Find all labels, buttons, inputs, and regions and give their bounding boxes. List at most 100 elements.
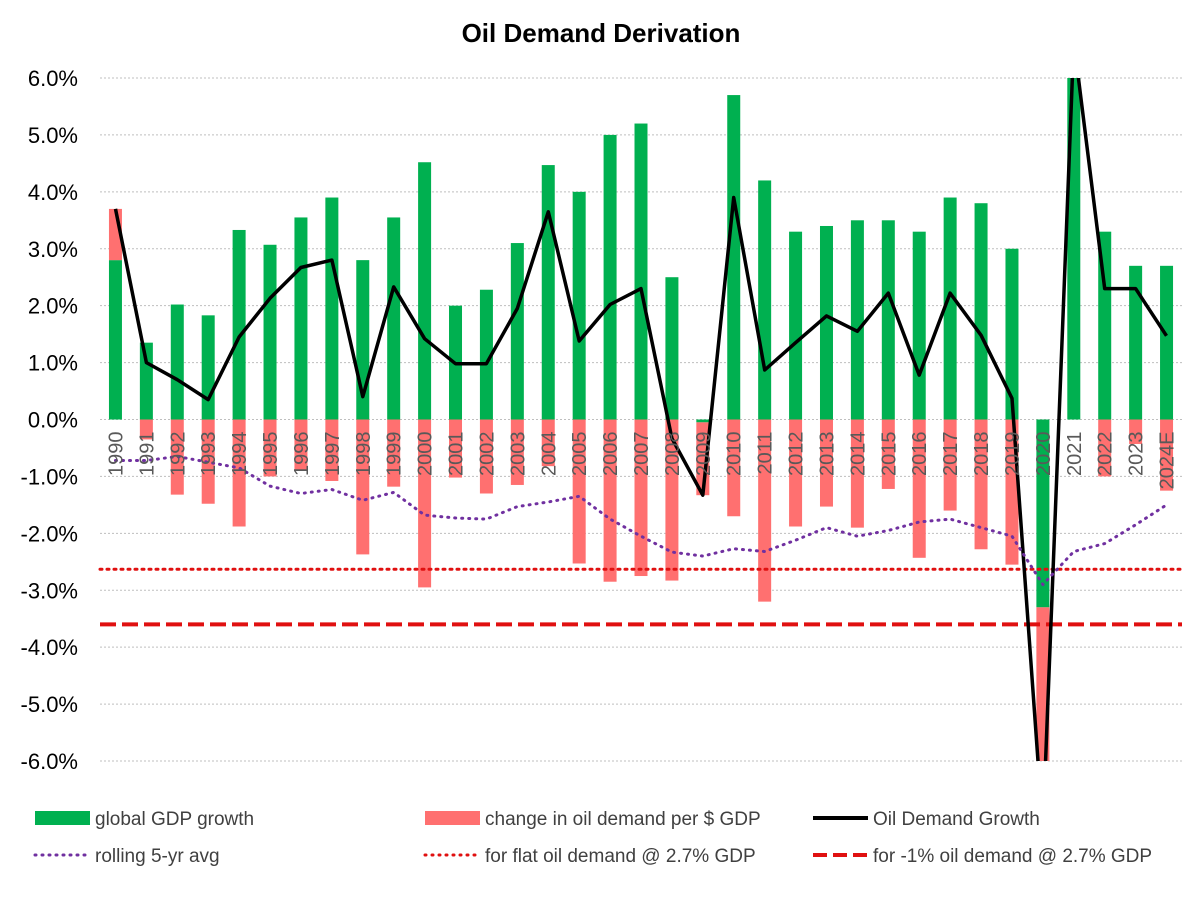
x-tick-label: 1998 bbox=[353, 432, 375, 477]
x-tick-label: 2019 bbox=[1002, 432, 1024, 477]
x-tick-label: 2014 bbox=[847, 432, 869, 477]
x-axis-tick-labels: 1990 1991 1992 1993 1994 1995 1996 1997 1998 1999… bbox=[105, 432, 1178, 490]
bar-global-gdp-growth bbox=[665, 277, 679, 420]
x-tick-label: 2024E bbox=[1157, 432, 1179, 490]
y-tick-label: -4.0% bbox=[21, 635, 78, 660]
x-tick-label: 1997 bbox=[322, 432, 344, 477]
series-lines bbox=[113, 78, 1168, 761]
x-tick-label: 2010 bbox=[724, 432, 746, 477]
bar-global-gdp-growth bbox=[510, 243, 524, 420]
bar-change-in-oil-demand-per-gdp bbox=[665, 419, 679, 581]
x-tick-label: 1999 bbox=[384, 432, 406, 477]
y-tick-label: 6.0% bbox=[28, 66, 78, 91]
y-tick-label: 5.0% bbox=[28, 123, 78, 148]
y-tick-label: -3.0% bbox=[21, 578, 78, 603]
bar-global-gdp-growth bbox=[325, 197, 339, 420]
bar-change-in-oil-demand-per-gdp bbox=[541, 419, 555, 467]
reference-lines bbox=[98, 567, 1184, 627]
line-rolling-5-yr-avg bbox=[114, 455, 1168, 587]
bar-change-in-oil-demand-per-gdp bbox=[139, 419, 153, 440]
x-tick-label: 1993 bbox=[198, 432, 220, 477]
line-oil-demand-growth bbox=[113, 78, 1168, 761]
x-tick-label: 1995 bbox=[260, 432, 282, 477]
bar-change-in-oil-demand-per-gdp bbox=[232, 419, 246, 527]
bar-change-in-oil-demand-per-gdp bbox=[850, 419, 864, 528]
bar-change-in-oil-demand-per-gdp bbox=[1160, 419, 1174, 491]
bar-change-in-oil-demand-per-gdp bbox=[325, 419, 339, 481]
y-tick-label: 4.0% bbox=[28, 180, 78, 205]
y-tick-label: -5.0% bbox=[21, 692, 78, 717]
bar-change-in-oil-demand-per-gdp bbox=[819, 419, 833, 507]
x-tick-label: 2000 bbox=[415, 432, 437, 477]
x-tick-label: 2017 bbox=[940, 432, 962, 477]
bar-global-gdp-growth bbox=[1005, 248, 1019, 420]
legend-swatch bbox=[425, 811, 480, 825]
bar-change-in-oil-demand-per-gdp bbox=[263, 419, 277, 477]
bar-global-gdp-growth bbox=[572, 191, 586, 420]
bar-global-gdp-growth bbox=[541, 165, 555, 420]
x-tick-label: 1994 bbox=[229, 432, 251, 477]
bar-change-in-oil-demand-per-gdp bbox=[572, 419, 586, 564]
bar-change-in-oil-demand-per-gdp bbox=[356, 419, 370, 555]
bar-change-in-oil-demand-per-gdp bbox=[758, 419, 772, 602]
bar-global-gdp-growth bbox=[201, 315, 215, 420]
y-tick-label: 1.0% bbox=[28, 351, 78, 376]
x-tick-label: 1990 bbox=[105, 432, 127, 477]
bar-global-gdp-growth bbox=[974, 203, 988, 420]
bar-global-gdp-growth bbox=[1098, 231, 1112, 420]
bar-global-gdp-growth bbox=[727, 95, 741, 420]
x-tick-label: 2013 bbox=[816, 432, 838, 477]
bar-global-gdp-growth bbox=[912, 231, 926, 420]
bar-global-gdp-growth bbox=[139, 342, 153, 420]
x-tick-label: 2020 bbox=[1033, 432, 1055, 477]
x-tick-label: 2001 bbox=[446, 432, 468, 477]
bar-global-gdp-growth bbox=[943, 197, 957, 420]
bar-change-in-oil-demand-per-gdp bbox=[789, 419, 803, 527]
bar-global-gdp-growth bbox=[1160, 265, 1174, 420]
bar-change-in-oil-demand-per-gdp bbox=[727, 419, 741, 517]
bar-global-gdp-growth bbox=[850, 220, 864, 420]
x-tick-label: 2016 bbox=[909, 432, 931, 477]
bar-change-in-oil-demand-per-gdp bbox=[294, 419, 308, 470]
legend-label: global GDP growth bbox=[95, 809, 254, 830]
x-tick-label: 2023 bbox=[1126, 432, 1148, 477]
bar-global-gdp-growth bbox=[170, 304, 184, 420]
legend-label: rolling 5-yr avg bbox=[95, 846, 220, 867]
legend-label: for -1% oil demand @ 2.7% GDP bbox=[873, 846, 1152, 867]
bar-global-gdp-growth bbox=[108, 260, 122, 420]
bar-global-gdp-growth bbox=[418, 162, 432, 420]
bar-global-gdp-growth bbox=[479, 289, 493, 420]
bar-global-gdp-growth bbox=[634, 123, 648, 420]
x-tick-label: 1991 bbox=[136, 432, 158, 477]
y-tick-label: 2.0% bbox=[28, 294, 78, 319]
x-tick-label: 2009 bbox=[693, 432, 715, 477]
y-axis-tick-labels: 6.0% 5.0% 4.0% 3.0% 2.0% 1.0% 0.0% -1.0% -2.0% -3… bbox=[21, 66, 78, 774]
legend-label: change in oil demand per $ GDP bbox=[485, 809, 761, 830]
bar-change-in-oil-demand-per-gdp bbox=[943, 419, 957, 511]
y-tick-label: 3.0% bbox=[28, 237, 78, 262]
y-tick-label: -1.0% bbox=[21, 464, 78, 489]
bar-global-gdp-growth bbox=[387, 217, 401, 420]
bar-global-gdp-growth bbox=[881, 220, 895, 420]
bar-global-gdp-growth bbox=[263, 244, 277, 420]
bar-change-in-oil-demand-per-gdp bbox=[479, 419, 493, 494]
bar-change-in-oil-demand-per-gdp bbox=[603, 419, 617, 582]
bar-change-in-oil-demand-per-gdp bbox=[510, 419, 524, 485]
x-tick-label: 2018 bbox=[971, 432, 993, 477]
bars bbox=[108, 41, 1174, 761]
x-tick-label: 2021 bbox=[1064, 432, 1086, 477]
bar-change-in-oil-demand-per-gdp bbox=[1098, 419, 1112, 477]
bar-change-in-oil-demand-per-gdp bbox=[974, 419, 988, 550]
bar-change-in-oil-demand-per-gdp bbox=[1067, 41, 1080, 78]
x-tick-label: 1996 bbox=[291, 432, 313, 477]
bar-global-gdp-growth bbox=[819, 225, 833, 420]
x-tick-label: 2005 bbox=[569, 432, 591, 477]
x-tick-label: 2006 bbox=[600, 432, 622, 477]
x-tick-label: 2007 bbox=[631, 432, 653, 477]
x-tick-label: 1992 bbox=[167, 432, 189, 477]
bar-change-in-oil-demand-per-gdp bbox=[387, 419, 401, 487]
bar-global-gdp-growth bbox=[789, 231, 803, 420]
bar-global-gdp-growth bbox=[1036, 419, 1050, 608]
chart-title: Oil Demand Derivation bbox=[462, 18, 741, 48]
x-tick-label: 2004 bbox=[538, 432, 560, 477]
